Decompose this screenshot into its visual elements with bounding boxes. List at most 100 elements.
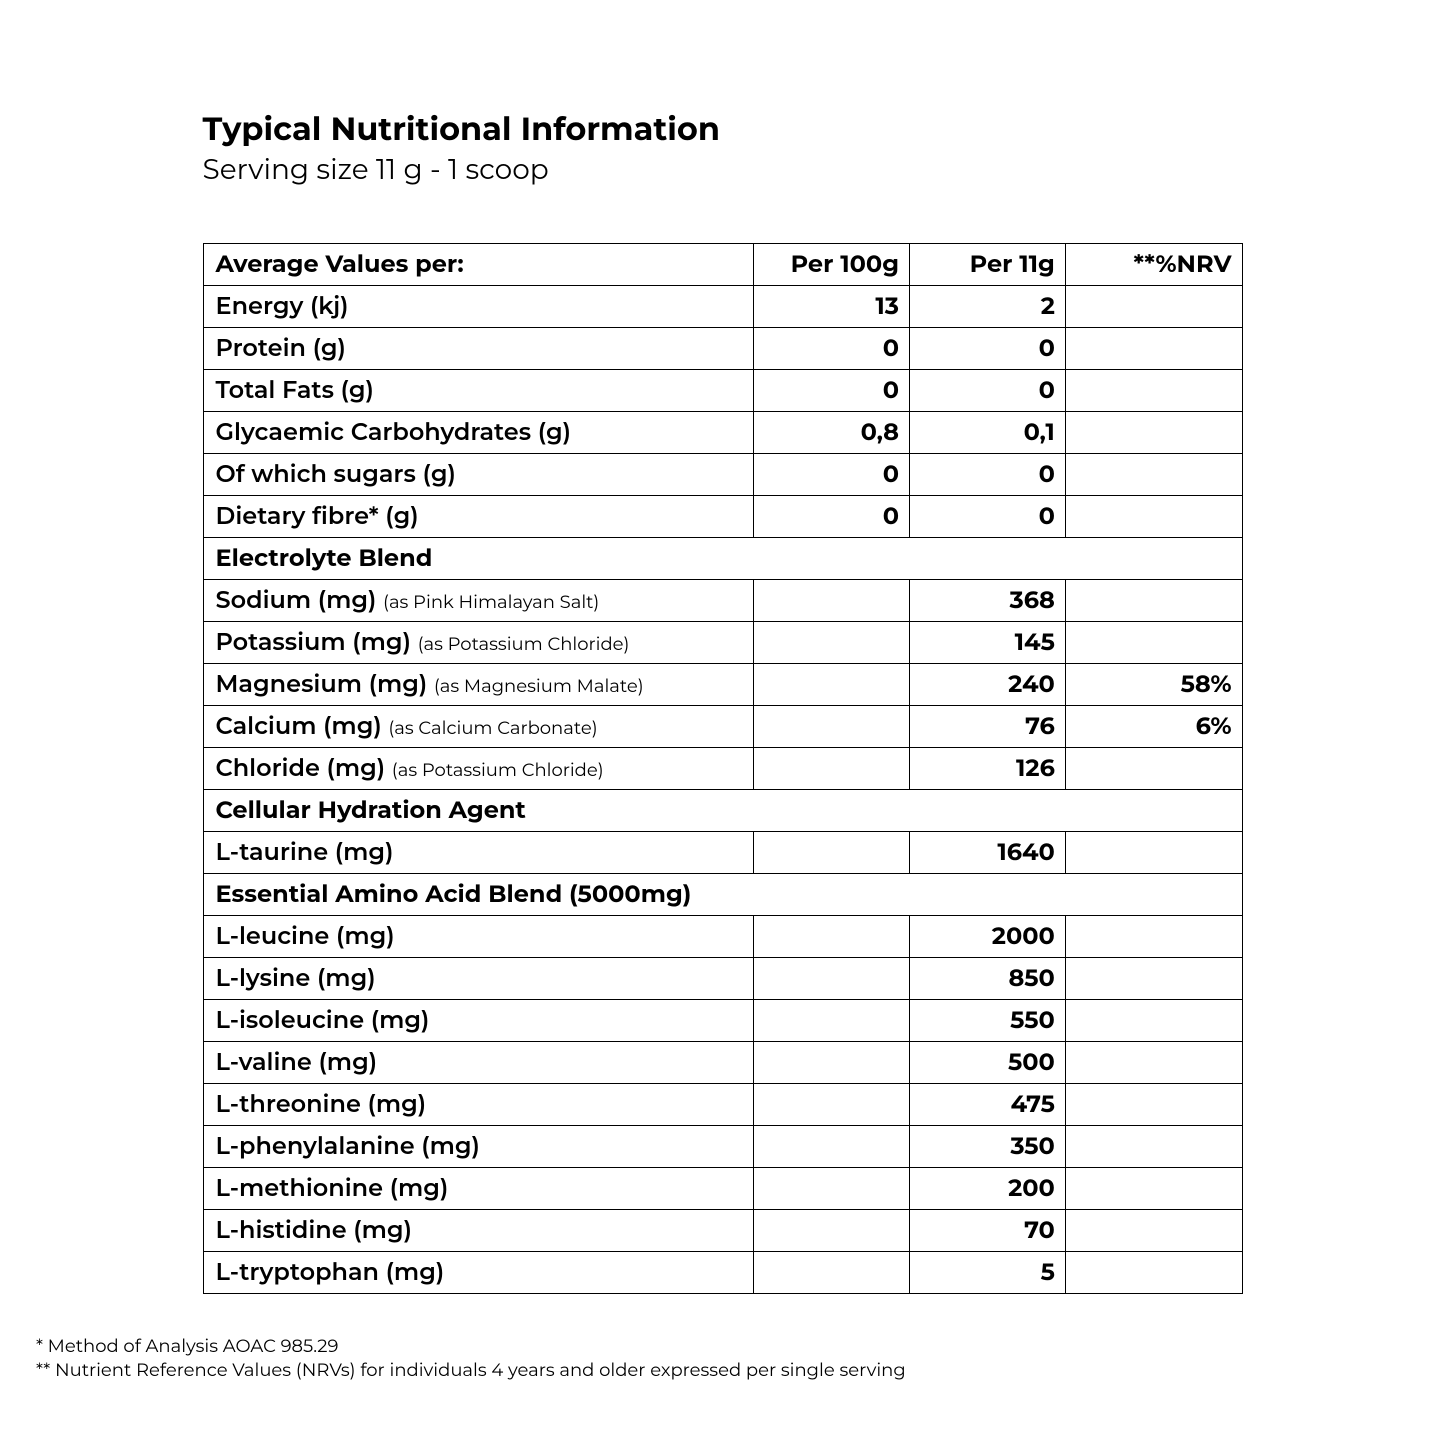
cell-per11g: 126 <box>910 748 1066 790</box>
cell-per100g <box>754 1042 910 1084</box>
cell-per100g <box>754 706 910 748</box>
col-per11g: Per 11g <box>910 244 1066 286</box>
cell-nrv <box>1065 454 1242 496</box>
table-row: L-phenylalanine (mg)350 <box>203 1126 1242 1168</box>
cell-per100g <box>754 916 910 958</box>
cell-per11g: 368 <box>910 580 1066 622</box>
title: Typical Nutritional Information <box>203 110 1243 149</box>
cell-per100g <box>754 1168 910 1210</box>
table-row: L-taurine (mg) 1640 <box>203 832 1242 874</box>
row-label: L-taurine (mg) <box>203 832 754 874</box>
cell-per11g: 2000 <box>910 916 1066 958</box>
nutrition-table: Average Values per: Per 100g Per 11g **%… <box>203 243 1243 1294</box>
row-label: L-phenylalanine (mg) <box>203 1126 754 1168</box>
cell-per100g <box>754 664 910 706</box>
cell-nrv <box>1065 1042 1242 1084</box>
cell-nrv <box>1065 412 1242 454</box>
row-label: L-methionine (mg) <box>203 1168 754 1210</box>
cell-per100g: 0 <box>754 454 910 496</box>
section-header: Electrolyte Blend <box>203 538 1242 580</box>
row-label: Protein (g) <box>203 328 754 370</box>
row-sublabel: (as Magnesium Malate) <box>434 675 644 697</box>
row-label: Glycaemic Carbohydrates (g) <box>203 412 754 454</box>
cell-per11g: 0,1 <box>910 412 1066 454</box>
table-row: Of which sugars (g)00 <box>203 454 1242 496</box>
nutrition-panel: Typical Nutritional Information Serving … <box>203 110 1243 1294</box>
table-row: Calcium (mg) (as Calcium Carbonate)766% <box>203 706 1242 748</box>
table-row: Sodium (mg) (as Pink Himalayan Salt) 368 <box>203 580 1242 622</box>
row-label: Magnesium (mg) (as Magnesium Malate) <box>203 664 754 706</box>
cell-per100g: 0,8 <box>754 412 910 454</box>
cell-per11g: 145 <box>910 622 1066 664</box>
cell-per11g: 0 <box>910 370 1066 412</box>
cell-nrv <box>1065 748 1242 790</box>
cell-nrv <box>1065 328 1242 370</box>
cell-per100g <box>754 958 910 1000</box>
table-row: L-leucine (mg) 2000 <box>203 916 1242 958</box>
row-label: L-leucine (mg) <box>203 916 754 958</box>
cell-nrv: 58% <box>1065 664 1242 706</box>
cell-nrv <box>1065 580 1242 622</box>
cell-per11g: 500 <box>910 1042 1066 1084</box>
row-label: L-tryptophan (mg) <box>203 1252 754 1294</box>
cell-per100g <box>754 1126 910 1168</box>
table-row: Chloride (mg) (as Potassium Chloride)126 <box>203 748 1242 790</box>
row-label: Of which sugars (g) <box>203 454 754 496</box>
cell-per100g: 0 <box>754 370 910 412</box>
cell-nrv <box>1065 1252 1242 1294</box>
footnote: ** Nutrient Reference Values (NRVs) for … <box>36 1358 1409 1382</box>
table-row: Energy (kj)132 <box>203 286 1242 328</box>
table-row: L-lysine (mg) 850 <box>203 958 1242 1000</box>
cell-nrv <box>1065 1168 1242 1210</box>
cell-nrv <box>1065 916 1242 958</box>
table-row: L-threonine (mg)475 <box>203 1084 1242 1126</box>
table-row: Total Fats (g)00 <box>203 370 1242 412</box>
cell-per100g <box>754 1210 910 1252</box>
row-label: Calcium (mg) (as Calcium Carbonate) <box>203 706 754 748</box>
cell-per100g <box>754 1084 910 1126</box>
row-sublabel: (as Potassium Chloride) <box>392 759 604 781</box>
cell-per11g: 240 <box>910 664 1066 706</box>
footnotes: * Method of Analysis AOAC 985.29 ** Nutr… <box>36 1334 1409 1383</box>
cell-nrv <box>1065 370 1242 412</box>
cell-nrv <box>1065 1210 1242 1252</box>
cell-nrv <box>1065 286 1242 328</box>
cell-nrv: 6% <box>1065 706 1242 748</box>
cell-per100g <box>754 832 910 874</box>
table-row: L-valine (mg) 500 <box>203 1042 1242 1084</box>
row-label: L-valine (mg) <box>203 1042 754 1084</box>
cell-nrv <box>1065 1000 1242 1042</box>
cell-nrv <box>1065 1084 1242 1126</box>
table-row: L-histidine (mg)70 <box>203 1210 1242 1252</box>
table-row: Potassium (mg) (as Potassium Chloride)14… <box>203 622 1242 664</box>
cell-per11g: 0 <box>910 496 1066 538</box>
cell-per11g: 850 <box>910 958 1066 1000</box>
row-label: Sodium (mg) (as Pink Himalayan Salt) <box>203 580 754 622</box>
serving-size: Serving size 11 g - 1 scoop <box>203 153 1243 187</box>
table-row: L-isoleucine (mg)550 <box>203 1000 1242 1042</box>
col-per100g: Per 100g <box>754 244 910 286</box>
cell-per100g: 0 <box>754 496 910 538</box>
row-label: L-threonine (mg) <box>203 1084 754 1126</box>
cell-per11g: 2 <box>910 286 1066 328</box>
table-row: Essential Amino Acid Blend (5000mg) <box>203 874 1242 916</box>
row-label: Dietary fibre* (g) <box>203 496 754 538</box>
col-label: Average Values per: <box>203 244 754 286</box>
row-label: Energy (kj) <box>203 286 754 328</box>
row-label: L-lysine (mg) <box>203 958 754 1000</box>
table-row: L-tryptophan (mg)5 <box>203 1252 1242 1294</box>
section-header: Essential Amino Acid Blend (5000mg) <box>203 874 1242 916</box>
cell-nrv <box>1065 832 1242 874</box>
footnote: * Method of Analysis AOAC 985.29 <box>36 1334 1409 1358</box>
section-header: Cellular Hydration Agent <box>203 790 1242 832</box>
cell-nrv <box>1065 622 1242 664</box>
row-sublabel: (as Pink Himalayan Salt) <box>383 591 599 613</box>
cell-per11g: 1640 <box>910 832 1066 874</box>
cell-per11g: 200 <box>910 1168 1066 1210</box>
cell-per100g: 0 <box>754 328 910 370</box>
cell-per11g: 550 <box>910 1000 1066 1042</box>
cell-per11g: 70 <box>910 1210 1066 1252</box>
cell-per100g: 13 <box>754 286 910 328</box>
table-row: Magnesium (mg) (as Magnesium Malate) 2405… <box>203 664 1242 706</box>
cell-nrv <box>1065 958 1242 1000</box>
